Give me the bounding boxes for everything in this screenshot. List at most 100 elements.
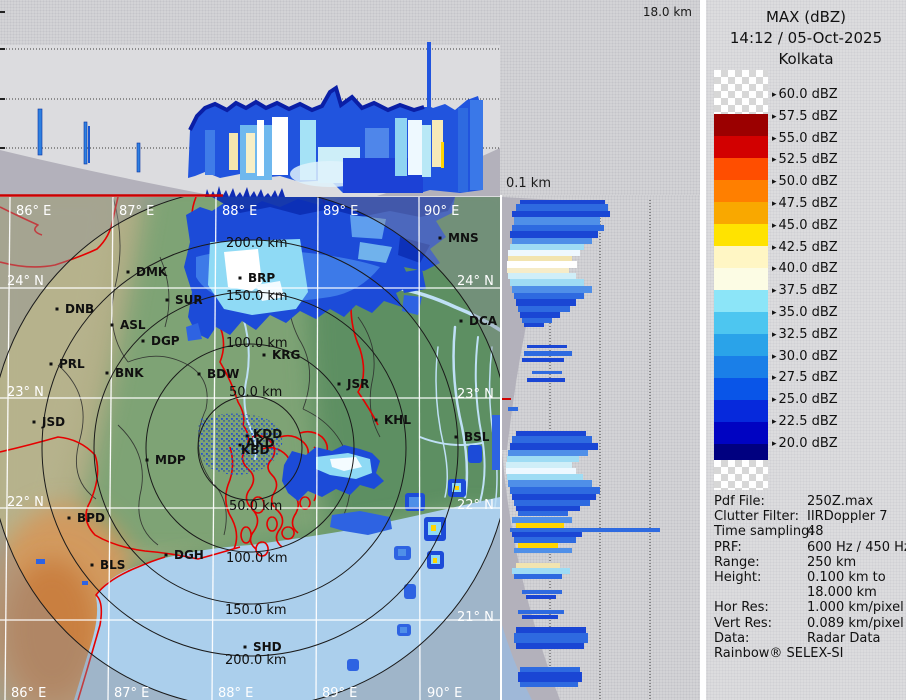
city-label-dnb: DNB	[65, 302, 94, 316]
scale-arrow-icon: ▸	[772, 199, 777, 209]
metadata-label: Pdf File:	[714, 494, 765, 509]
height-min-label: 0.1 km	[506, 176, 551, 191]
legend-cell	[714, 268, 768, 290]
legend-cell	[714, 334, 768, 356]
scale-value-label: 37.5 dBZ	[778, 283, 838, 299]
legend-cell	[714, 224, 768, 246]
longitude-label-top: 88° E	[222, 204, 257, 219]
height-max-label: 18.0 km	[642, 5, 692, 19]
longitude-label-top: 87° E	[119, 204, 154, 219]
city-dot	[32, 420, 36, 424]
city-label-prl: PRL	[59, 357, 85, 371]
legend-label: ▸ 42.5 dBZ	[772, 240, 838, 255]
city-dot	[49, 362, 53, 366]
scale-value-label: 45.0 dBZ	[778, 217, 838, 233]
city-dot	[165, 298, 169, 302]
city-dot	[238, 443, 242, 447]
city-dot	[238, 276, 242, 280]
metadata-label: Data:	[714, 630, 750, 646]
product-title: MAX (dBZ)	[765, 8, 847, 26]
radar-map-panel: 86° E 86° E 87° E 87° E 88° E 88° E 89° E 89° E…	[0, 197, 500, 700]
metadata-row: Range: 250 km	[714, 555, 902, 570]
scale-arrow-icon: ▸	[772, 417, 777, 427]
legend-cell	[714, 158, 768, 180]
sea-wedge	[502, 625, 532, 700]
metadata-value: 0.089 km/pixel	[807, 615, 904, 631]
legend-cell	[714, 136, 768, 158]
city-label-mns: MNS	[448, 231, 479, 245]
city-dot	[55, 307, 59, 311]
metadata-value: 0.100 km to	[807, 569, 886, 585]
legend-label: ▸ 60.0 dBZ	[772, 87, 838, 102]
scale-value-label: 50.0 dBZ	[778, 174, 838, 190]
legend-label: ▸ 35.0 dBZ	[772, 305, 838, 320]
legend-cell	[714, 356, 768, 378]
legend-cell	[714, 202, 768, 224]
legend-label: ▸ 27.5 dBZ	[772, 370, 838, 385]
city-label-kdd: KDD	[253, 427, 282, 441]
metadata-label: Range:	[714, 554, 760, 570]
scale-value-label: 25.0 dBZ	[778, 392, 838, 408]
range-ring-label: 50.0 km	[229, 385, 282, 400]
scale-arrow-icon: ▸	[772, 286, 777, 297]
legend-label: ▸ 55.0 dBZ	[772, 131, 838, 146]
scale-arrow-icon: ▸	[772, 111, 777, 122]
scale-arrow-icon: ▸	[772, 308, 777, 318]
latitude-label-right: 23° N	[457, 387, 494, 402]
scale-value-label: 27.5 dBZ	[778, 370, 838, 386]
scale-arrow-icon: ▸	[772, 90, 777, 100]
legend-cell	[714, 400, 768, 422]
latitude-label-left: 24° N	[7, 274, 44, 289]
city-label-jsd: JSD	[41, 415, 65, 429]
range-ring-label: 150.0 km	[225, 603, 287, 618]
city-dot	[459, 319, 463, 323]
legend-cell	[714, 444, 768, 460]
city-dot	[374, 418, 378, 422]
software-brand: Rainbow® SELEX-SI	[714, 646, 844, 661]
metadata-row: PRF: 600 Hz / 450 Hz	[714, 540, 906, 555]
scale-arrow-icon: ▸	[772, 242, 777, 253]
out-of-range-overlay	[0, 197, 500, 700]
side-height-profile-panel	[502, 195, 700, 700]
city-label-dca: DCA	[469, 314, 498, 328]
city-dot	[245, 434, 249, 438]
city-label-bsl: BSL	[464, 430, 490, 444]
city-label-bls: BLS	[100, 558, 125, 572]
legend-cell	[714, 422, 768, 444]
latitude-label-right: 21° N	[457, 610, 494, 625]
metadata-label	[714, 585, 807, 600]
top-profile-canvas	[0, 11, 500, 197]
city-dot	[454, 435, 458, 439]
metadata-value: IIRDoppler 7	[807, 509, 888, 525]
scale-arrow-icon: ▸	[772, 395, 777, 406]
city-label-akd: AKD	[246, 436, 275, 450]
metadata-value: 600 Hz / 450 Hz	[807, 539, 906, 555]
scale-arrow-icon: ▸	[772, 438, 777, 449]
metadata-label: Clutter Filter:	[714, 509, 799, 525]
metadata-row: Hor Res: 1.000 km/pixel	[714, 600, 904, 615]
product-datetime: 14:12 / 05-Oct-2025	[729, 29, 883, 47]
city-label-dgh: DGH	[174, 548, 204, 562]
city-dot	[67, 516, 71, 520]
legend-label: ▸ 32.5 dBZ	[772, 327, 838, 342]
metadata-value: Radar Data	[807, 630, 881, 646]
city-label-brp: BRP	[248, 271, 275, 285]
legend-label: ▸ 57.5 dBZ	[772, 109, 838, 124]
top-height-profile-panel	[0, 0, 500, 197]
side-profile-echo	[506, 200, 660, 687]
range-ring-label: 100.0 km	[226, 551, 288, 566]
legend-cell	[714, 114, 768, 136]
legend-label: ▸ 25.0 dBZ	[772, 392, 838, 407]
city-dot	[197, 372, 201, 376]
range-ring-label: 150.0 km	[226, 289, 288, 304]
longitude-label-top: 86° E	[16, 204, 51, 219]
city-dot	[110, 323, 114, 327]
latitude-label-right: 22° N	[457, 498, 494, 513]
legend-cell	[714, 460, 768, 490]
scale-value-label: 22.5 dBZ	[778, 414, 838, 429]
scale-value-label: 52.5 dBZ	[778, 152, 838, 168]
city-dot	[145, 458, 149, 462]
height-axis-ticks	[0, 11, 5, 149]
metadata-label: Height:	[714, 569, 762, 585]
